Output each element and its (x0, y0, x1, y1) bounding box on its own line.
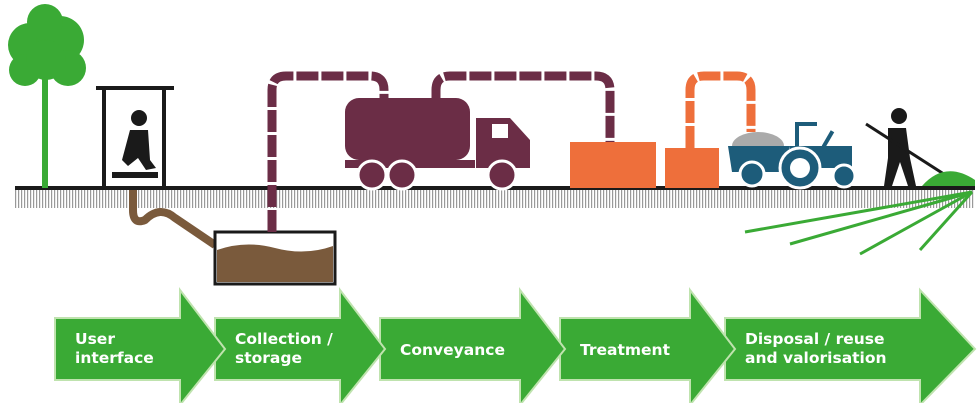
stage-label: Disposal / reuse (745, 330, 885, 348)
stage-label: Conveyance (400, 341, 505, 359)
stage-label: storage (235, 349, 302, 367)
stage-arrow (379, 287, 567, 403)
toilet-booth (96, 86, 174, 186)
soil-hatching (15, 190, 975, 208)
farmer (865, 108, 951, 186)
stage-label: Treatment (580, 341, 671, 359)
stage-label: and valorisation (745, 349, 887, 367)
tractor (728, 122, 857, 190)
field-lines (744, 190, 974, 256)
compost-pile (922, 171, 975, 186)
stage-arrow (214, 287, 387, 403)
stage-arrow (54, 287, 227, 403)
stage-label: User (75, 330, 115, 348)
orange-pipe (685, 71, 756, 148)
stage-label: Collection / (235, 330, 333, 348)
purple-pipes (267, 71, 615, 232)
stage-arrow (724, 287, 977, 403)
stage-arrow (559, 287, 737, 403)
brown-pipe (129, 190, 218, 249)
pit (213, 230, 337, 286)
truck (345, 98, 530, 191)
tree (8, 4, 86, 188)
treatment-tanks (570, 142, 719, 188)
stage-label: interface (75, 349, 154, 367)
